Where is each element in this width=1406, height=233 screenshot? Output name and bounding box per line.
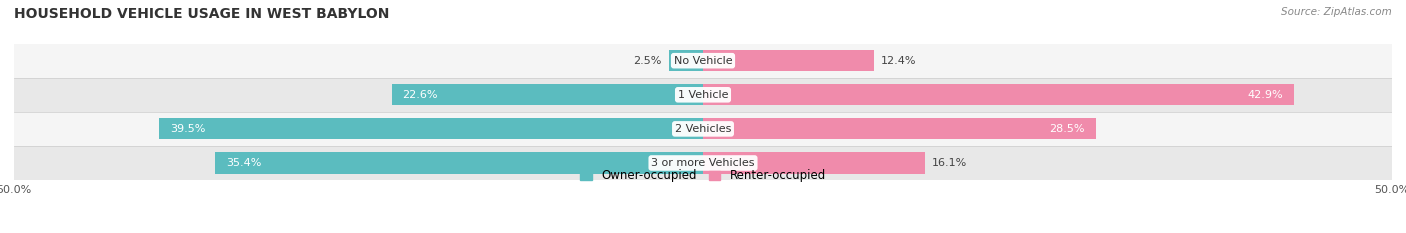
Text: 2 Vehicles: 2 Vehicles	[675, 124, 731, 134]
Bar	[14, 44, 1392, 78]
Text: 12.4%: 12.4%	[880, 56, 917, 66]
Bar	[14, 112, 1392, 146]
Text: 2.5%: 2.5%	[633, 56, 662, 66]
Text: 3 or more Vehicles: 3 or more Vehicles	[651, 158, 755, 168]
Bar	[159, 118, 703, 140]
Text: HOUSEHOLD VEHICLE USAGE IN WEST BABYLON: HOUSEHOLD VEHICLE USAGE IN WEST BABYLON	[14, 7, 389, 21]
Text: Source: ZipAtlas.com: Source: ZipAtlas.com	[1281, 7, 1392, 17]
Text: 42.9%: 42.9%	[1247, 90, 1284, 100]
Bar	[703, 50, 875, 71]
Text: No Vehicle: No Vehicle	[673, 56, 733, 66]
Legend: Owner-occupied, Renter-occupied: Owner-occupied, Renter-occupied	[575, 164, 831, 187]
Bar	[703, 84, 1294, 105]
Text: 28.5%: 28.5%	[1049, 124, 1084, 134]
Bar	[703, 152, 925, 174]
Bar	[14, 78, 1392, 112]
Bar	[669, 50, 703, 71]
Text: 22.6%: 22.6%	[402, 90, 439, 100]
Bar	[703, 118, 1095, 140]
Bar	[14, 146, 1392, 180]
Text: 39.5%: 39.5%	[170, 124, 205, 134]
Text: 35.4%: 35.4%	[226, 158, 262, 168]
Text: 1 Vehicle: 1 Vehicle	[678, 90, 728, 100]
Bar	[215, 152, 703, 174]
Text: 16.1%: 16.1%	[932, 158, 967, 168]
Bar	[392, 84, 703, 105]
